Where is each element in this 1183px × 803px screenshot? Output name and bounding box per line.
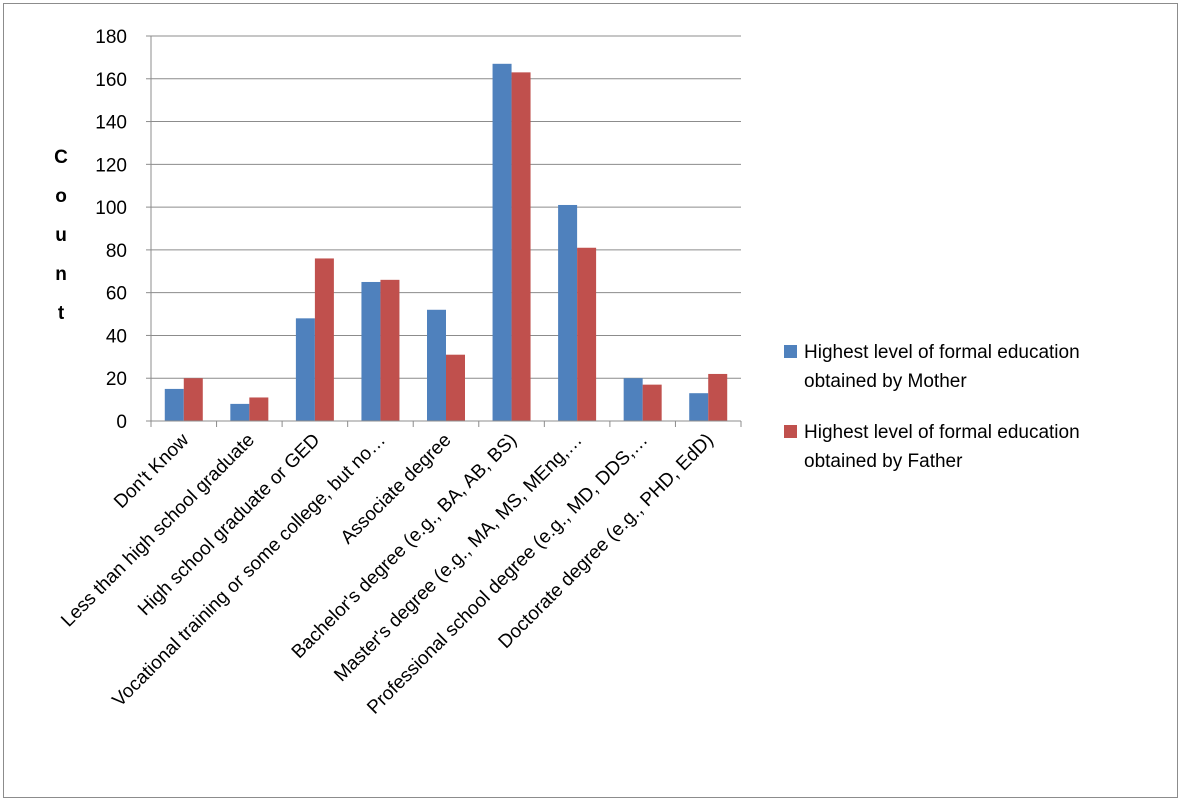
- y-tick-label: 140: [95, 113, 127, 134]
- y-tick-label: 100: [95, 198, 127, 219]
- y-tick-label: 60: [106, 284, 127, 305]
- legend-label-mother: Highest level of formal education: [804, 342, 1080, 363]
- chart-frame: 0 20 40 60 80 100 120 140 160 180 Don't Know Less …: [3, 3, 1178, 798]
- bar-father: [642, 384, 662, 421]
- x-category-label: Associate degree: [337, 430, 456, 549]
- bar-mother: [230, 403, 250, 421]
- y-axis-label-letter: o: [55, 186, 67, 207]
- bar-mother: [361, 281, 381, 421]
- y-tick-label: 180: [95, 27, 127, 48]
- y-tick-label: 20: [106, 369, 127, 390]
- y-axis-label-letter: n: [55, 264, 67, 285]
- legend-label-father: obtained by Father: [804, 451, 963, 472]
- bar-mother: [689, 393, 709, 421]
- y-axis-label-letter: C: [54, 147, 68, 168]
- bar-mother: [558, 204, 578, 421]
- bar-father: [183, 378, 203, 421]
- legend-label-mother: obtained by Mother: [804, 371, 967, 392]
- bar-father: [446, 354, 465, 421]
- bar-father: [708, 373, 728, 421]
- y-tick-label: 0: [116, 412, 127, 433]
- bar-mother: [427, 309, 446, 421]
- y-axis-label-letter: u: [55, 225, 67, 246]
- bar-chart: 0 20 40 60 80 100 120 140 160 180 Don't KnowLess …: [54, 27, 1080, 719]
- bar-mother: [623, 378, 643, 421]
- bar-father: [380, 279, 400, 421]
- bar-father: [249, 397, 269, 421]
- axes: [146, 35, 742, 427]
- y-tick-label: 80: [106, 241, 127, 262]
- y-axis-label-letter: t: [58, 303, 65, 324]
- bar-father: [511, 72, 531, 421]
- legend-swatch-mother: [784, 345, 797, 358]
- y-tick-label: 160: [95, 70, 127, 91]
- bar-father: [314, 258, 334, 421]
- bars: [164, 63, 728, 422]
- legend-label-father: Highest level of formal education: [804, 422, 1080, 443]
- y-tick-label: 120: [95, 155, 127, 176]
- legend-swatch-father: [784, 425, 797, 438]
- legend: Highest level of formal education obtaine…: [784, 342, 1080, 472]
- gridlines: [151, 35, 741, 379]
- bar-father: [577, 247, 597, 421]
- y-tick-labels: 0 20 40 60 80 100 120 140 160 180: [95, 27, 127, 433]
- bar-mother: [492, 63, 512, 422]
- x-category-label: Master's degree (e.g., MA, MS, MEng,…: [330, 430, 586, 686]
- y-tick-label: 40: [106, 326, 127, 347]
- bar-mother: [295, 318, 315, 421]
- bar-mother: [164, 388, 184, 421]
